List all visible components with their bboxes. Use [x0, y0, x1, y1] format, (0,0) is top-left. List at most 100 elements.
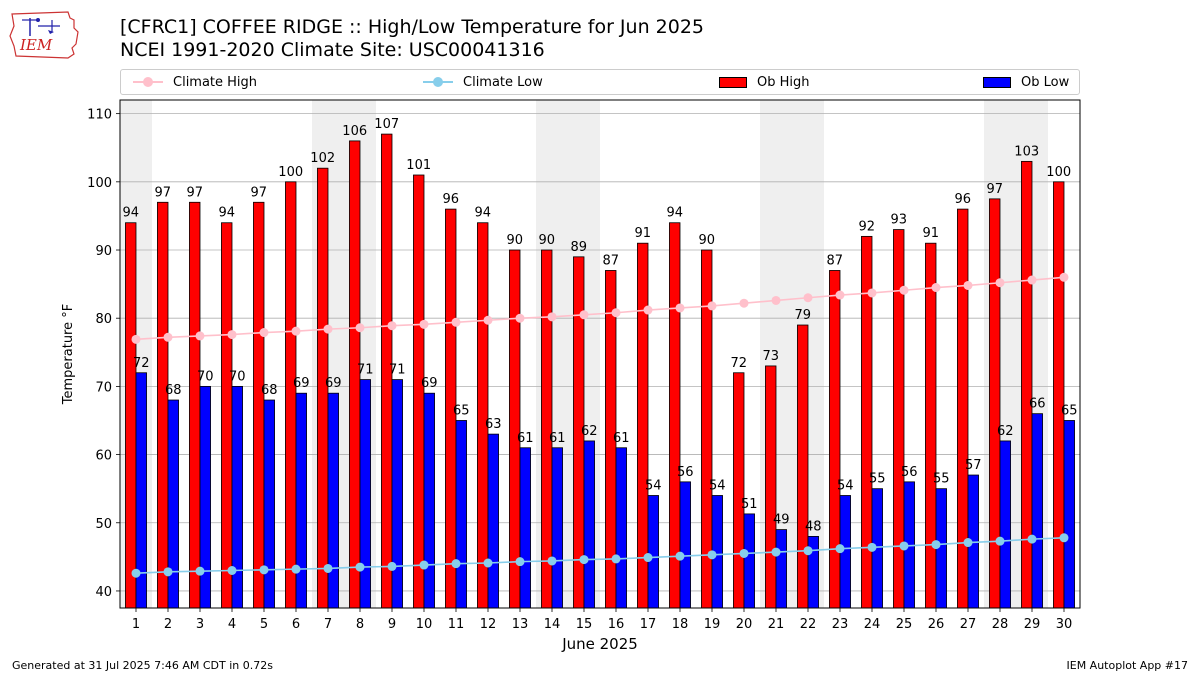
ob-high-bar-day-13: [509, 249, 521, 609]
ob-high-label-day-30: 100: [1046, 165, 1071, 180]
climate-low-point-day-21: [771, 547, 781, 557]
ob-low-label-day-1: 72: [133, 356, 150, 371]
x-axis-label: June 2025: [561, 635, 638, 653]
climate-low-point-day-24: [867, 542, 877, 552]
x-tick-label-3: 3: [196, 617, 204, 632]
ob-high-label-day-12: 94: [474, 206, 491, 221]
ob-low-bar-day-17: [647, 495, 659, 609]
ob-low-label-day-7: 69: [325, 376, 342, 391]
ob-high-label-day-19: 90: [698, 233, 715, 248]
ob-high-bar-day-2: [157, 201, 169, 609]
ob-low-bar-day-11: [455, 420, 467, 609]
climate-high-point-day-7: [323, 324, 333, 334]
ob-high-label-day-24: 92: [858, 219, 875, 234]
x-tick-label-23: 23: [832, 617, 849, 632]
climate-high-point-day-13: [515, 313, 525, 323]
ob-low-label-day-27: 57: [965, 458, 982, 473]
ob-low-bar-day-20: [743, 513, 755, 609]
ob-low-swatch: [983, 76, 1011, 88]
climate-low-line: [135, 536, 1065, 575]
climate-high-point-day-9: [387, 321, 397, 331]
ob-low-label-day-15: 62: [581, 424, 598, 439]
ob-high-bar-day-18: [669, 222, 681, 609]
climate-high-point-day-24: [867, 288, 877, 298]
climate-high-point-day-19: [707, 301, 717, 311]
ob-low-bar-day-15: [583, 440, 595, 609]
ob-low-label-day-21: 49: [773, 513, 790, 528]
plot-frame: [119, 99, 1081, 609]
climate-low-point-day-30: [1059, 533, 1069, 543]
x-tick-label-6: 6: [292, 617, 300, 632]
ob-low-bar-day-12: [487, 433, 499, 609]
climate-low-point-day-4: [227, 565, 237, 575]
legend-label-ob-high: Ob High: [757, 74, 810, 90]
legend-label-climate-low: Climate Low: [463, 74, 543, 90]
ob-low-label-day-19: 54: [709, 478, 726, 493]
ob-low-label-day-24: 55: [869, 472, 886, 487]
ob-high-label-day-29: 103: [1014, 144, 1039, 159]
y-tick-label-90: 90: [95, 244, 112, 259]
ob-low-bar-day-9: [391, 379, 403, 609]
legend-label-ob-low: Ob Low: [1021, 74, 1070, 90]
ob-high-label-day-7: 102: [310, 151, 335, 166]
x-tick-label-1: 1: [132, 617, 140, 632]
climate-low-point-day-6: [291, 564, 301, 574]
ob-low-bar-day-16: [615, 447, 627, 609]
ob-high-bar-day-10: [413, 174, 425, 609]
climate-high-point-day-14: [547, 312, 557, 322]
climate-low-point-day-15: [579, 555, 589, 565]
ob-high-label-day-9: 107: [374, 117, 399, 132]
x-tick-label-14: 14: [544, 617, 561, 632]
ob-low-label-day-14: 61: [549, 431, 566, 446]
climate-high-point-day-3: [195, 331, 205, 341]
ob-high-label-day-4: 94: [218, 206, 235, 221]
ob-low-label-day-2: 68: [165, 383, 182, 398]
ob-high-bar-day-21: [765, 365, 777, 609]
climate-low-point-day-5: [259, 565, 269, 575]
ob-high-bar-day-28: [989, 198, 1001, 609]
x-tick-label-15: 15: [576, 617, 593, 632]
ob-high-label-day-5: 97: [250, 185, 267, 200]
ob-high-label-day-11: 96: [442, 192, 459, 207]
ob-low-label-day-11: 65: [453, 403, 470, 418]
x-tick-label-17: 17: [640, 617, 657, 632]
svg-text:IEM: IEM: [19, 36, 53, 54]
ob-high-bar-day-20: [733, 372, 745, 609]
climate-low-point-day-2: [163, 567, 173, 577]
y-tick-label-40: 40: [95, 585, 112, 600]
ob-high-label-day-23: 87: [826, 253, 843, 268]
ob-low-bar-day-6: [295, 392, 307, 609]
climate-high-point-day-6: [291, 326, 301, 336]
ob-high-label-day-22: 79: [794, 308, 811, 323]
y-tick-label-60: 60: [95, 449, 112, 464]
climate-high-point-day-22: [803, 293, 813, 303]
climate-low-point-day-11: [451, 559, 461, 569]
ob-low-label-day-30: 65: [1061, 403, 1078, 418]
chart-legend: Climate High Climate Low Ob High Ob Low: [120, 69, 1080, 95]
y-axis-label: Temperature °F: [61, 304, 76, 405]
x-tick-label-10: 10: [416, 617, 433, 632]
x-tick-label-26: 26: [928, 617, 945, 632]
climate-low-point-day-14: [547, 556, 557, 566]
ob-low-label-day-23: 54: [837, 478, 854, 493]
x-tick-label-28: 28: [992, 617, 1009, 632]
climate-low-point-day-23: [835, 544, 845, 554]
climate-low-point-day-7: [323, 563, 333, 573]
x-tick-label-30: 30: [1056, 617, 1073, 632]
legend-item-climate-high: Climate High: [133, 70, 257, 94]
climate-low-point-day-20: [739, 548, 749, 558]
climate-low-point-day-27: [963, 538, 973, 548]
ob-high-label-day-21: 73: [762, 349, 779, 364]
x-tick-label-27: 27: [960, 617, 977, 632]
climate-low-point-day-10: [419, 560, 429, 570]
climate-low-point-day-18: [675, 551, 685, 561]
climate-high-point-day-28: [995, 278, 1005, 288]
ob-low-label-day-26: 55: [933, 472, 950, 487]
x-tick-label-13: 13: [512, 617, 529, 632]
ob-high-label-day-2: 97: [154, 185, 171, 200]
x-tick-label-2: 2: [164, 617, 172, 632]
x-tick-label-22: 22: [800, 617, 817, 632]
y-tick-label-80: 80: [95, 312, 112, 327]
ob-high-label-day-28: 97: [986, 182, 1003, 197]
ob-low-label-day-12: 63: [485, 417, 502, 432]
